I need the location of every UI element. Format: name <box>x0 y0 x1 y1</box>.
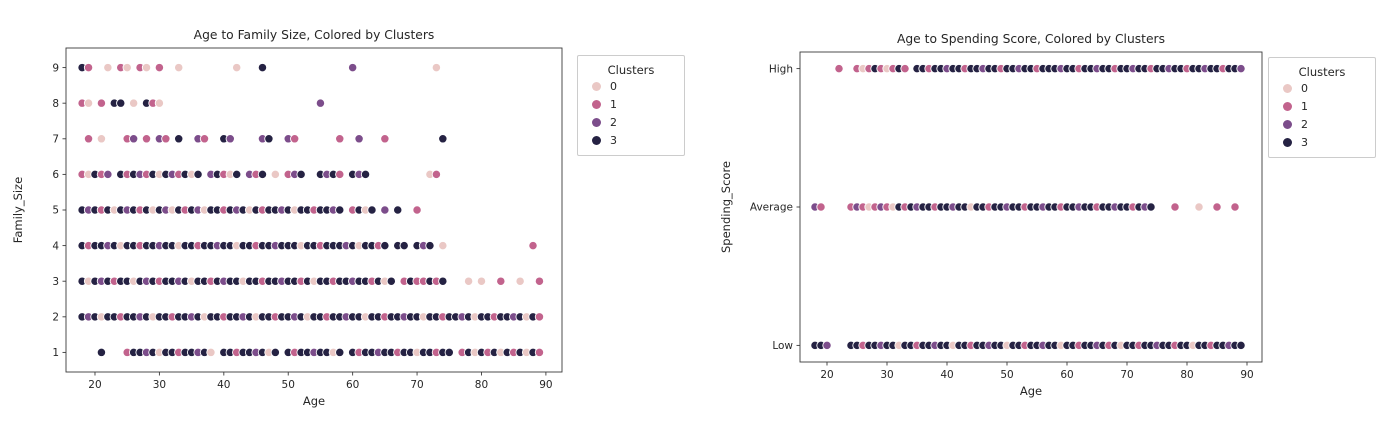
legend-item-cluster-0: 0 <box>588 81 672 92</box>
legend-items: 0 1 2 3 <box>588 81 672 146</box>
legend-item-cluster-3: 3 <box>1279 137 1363 148</box>
legend-swatch-icon <box>1283 138 1292 147</box>
svg-text:Average: Average <box>750 202 793 214</box>
svg-text:Age: Age <box>1020 384 1042 398</box>
svg-text:1: 1 <box>52 347 59 359</box>
legend-swatch-icon <box>592 100 601 109</box>
legend-title: Clusters <box>607 63 655 77</box>
svg-text:Age: Age <box>303 394 325 408</box>
legend-swatch-icon <box>592 136 601 145</box>
legend-label: 3 <box>610 134 617 147</box>
svg-text:40: 40 <box>217 379 230 391</box>
svg-text:Spending_Score: Spending_Score <box>719 161 733 253</box>
legend-item-cluster-1: 1 <box>1279 101 1363 112</box>
svg-text:7: 7 <box>52 133 59 145</box>
legend-swatch-icon <box>592 118 601 127</box>
svg-text:60: 60 <box>1060 369 1073 381</box>
svg-text:3: 3 <box>52 276 59 288</box>
svg-text:2: 2 <box>52 312 59 324</box>
legend-label: 0 <box>610 80 617 93</box>
svg-text:Family_Size: Family_Size <box>11 177 25 243</box>
legend-title: Clusters <box>1298 65 1346 79</box>
spending-score-chart: 20 30 40 50 60 70 80 90 Low Average High Age to Spe… <box>719 32 1263 398</box>
legend-item-cluster-3: 3 <box>588 135 672 146</box>
clusters-legend: Clusters 0 1 2 3 <box>1268 57 1376 158</box>
svg-text:Age to Spending Score, Colored: Age to Spending Score, Colored by Cluste… <box>897 32 1165 46</box>
legend-item-cluster-2: 2 <box>1279 119 1363 130</box>
svg-text:80: 80 <box>1180 369 1193 381</box>
svg-text:20: 20 <box>88 379 101 391</box>
legend-label: 1 <box>1301 100 1308 113</box>
legend-item-cluster-0: 0 <box>1279 83 1363 94</box>
svg-text:80: 80 <box>475 379 488 391</box>
svg-text:40: 40 <box>940 369 953 381</box>
legend-swatch-icon <box>1283 120 1292 129</box>
svg-text:50: 50 <box>1000 369 1013 381</box>
svg-text:60: 60 <box>346 379 359 391</box>
legend-label: 1 <box>610 98 617 111</box>
legend-label: 2 <box>1301 118 1308 131</box>
legend-label: 3 <box>1301 136 1308 149</box>
svg-text:30: 30 <box>153 379 166 391</box>
legend-item-cluster-2: 2 <box>588 117 672 128</box>
svg-text:70: 70 <box>1120 369 1133 381</box>
clusters-legend: Clusters 0 1 2 3 <box>577 55 685 156</box>
svg-text:70: 70 <box>410 379 423 391</box>
svg-text:9: 9 <box>52 62 59 74</box>
svg-text:Age to Family Size, Colored by: Age to Family Size, Colored by Clusters <box>194 28 435 42</box>
svg-text:90: 90 <box>539 379 552 391</box>
legend-swatch-icon <box>1283 102 1292 111</box>
family-size-chart: 20 30 40 50 60 70 80 90 1 2 3 4 5 6 7 8 9 Age to Family S… <box>11 28 563 408</box>
svg-text:5: 5 <box>52 205 59 217</box>
svg-text:6: 6 <box>52 169 59 181</box>
svg-text:20: 20 <box>820 369 833 381</box>
svg-text:50: 50 <box>282 379 295 391</box>
svg-text:8: 8 <box>52 98 59 110</box>
svg-text:4: 4 <box>52 240 59 252</box>
svg-text:30: 30 <box>880 369 893 381</box>
svg-text:Low: Low <box>772 340 793 352</box>
family-size-figure: 20 30 40 50 60 70 80 90 1 2 3 4 5 6 7 8 9 Age to Family S… <box>11 28 685 408</box>
svg-text:90: 90 <box>1240 369 1253 381</box>
svg-text:High: High <box>769 63 793 75</box>
legend-swatch-icon <box>592 82 601 91</box>
legend-swatch-icon <box>1283 84 1292 93</box>
legend-label: 0 <box>1301 82 1308 95</box>
legend-item-cluster-1: 1 <box>588 99 672 110</box>
legend-label: 2 <box>610 116 617 129</box>
spending-score-figure: 20 30 40 50 60 70 80 90 Low Average High Age to Spe… <box>700 0 1400 438</box>
legend-items: 0 1 2 3 <box>1279 83 1363 148</box>
